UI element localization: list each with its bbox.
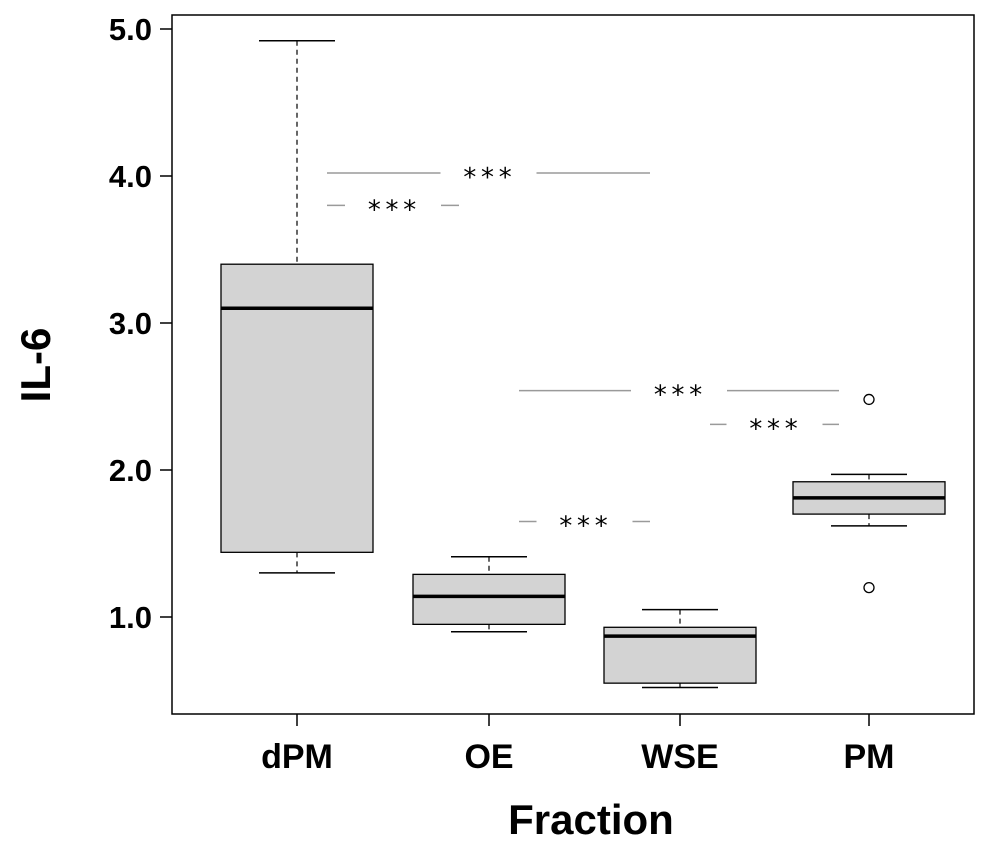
iqr-box — [413, 574, 565, 624]
y-tick-label: 5.0 — [109, 12, 152, 47]
x-tick-label: WSE — [641, 738, 718, 776]
x-axis-title: Fraction — [508, 796, 674, 842]
significance-bar: *** — [519, 381, 839, 411]
box-dpm — [221, 41, 373, 573]
x-tick-label: OE — [464, 738, 513, 776]
boxes-group — [221, 41, 945, 688]
y-axis: 1.0 2.0 3.0 4.0 5.0 — [109, 12, 172, 635]
significance-bar: *** — [327, 195, 459, 225]
outlier-point — [864, 394, 874, 404]
significance-label: *** — [558, 511, 611, 541]
y-tick-label: 1.0 — [109, 600, 152, 635]
significance-label: *** — [653, 381, 706, 411]
significance-bar: *** — [710, 414, 839, 444]
significance-group: *** *** *** *** *** — [327, 163, 839, 541]
significance-bar: *** — [519, 511, 650, 541]
box-pm — [793, 394, 945, 592]
significance-label: *** — [367, 195, 420, 225]
y-axis-title: IL-6 — [12, 328, 59, 403]
significance-label: *** — [462, 163, 515, 193]
x-tick-label: dPM — [261, 738, 333, 776]
y-tick-label: 3.0 — [109, 306, 152, 341]
x-tick-label: PM — [844, 738, 895, 776]
significance-bar: *** — [327, 163, 650, 193]
box-oe — [413, 557, 565, 632]
outlier-point — [864, 583, 874, 593]
x-axis: dPM OE WSE PM — [261, 714, 894, 776]
y-tick-label: 4.0 — [109, 159, 152, 194]
y-tick-label: 2.0 — [109, 453, 152, 488]
box-wse — [604, 610, 756, 688]
significance-label: *** — [748, 414, 801, 444]
